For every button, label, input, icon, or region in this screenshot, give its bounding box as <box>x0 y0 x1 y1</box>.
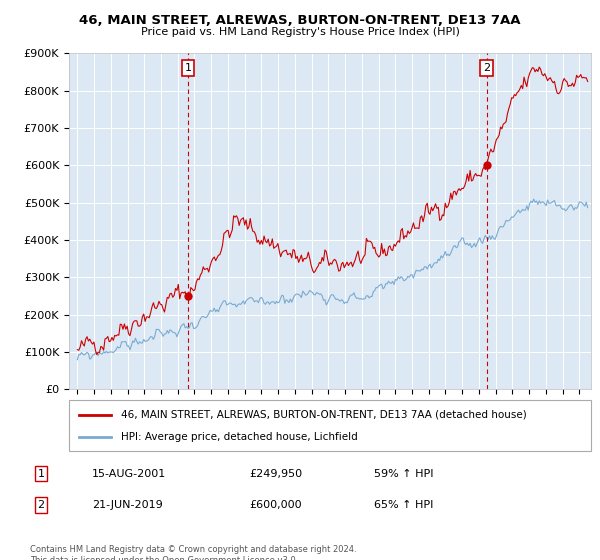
Text: 1: 1 <box>37 469 44 479</box>
Text: £600,000: £600,000 <box>250 500 302 510</box>
FancyBboxPatch shape <box>69 400 591 451</box>
Text: 21-JUN-2019: 21-JUN-2019 <box>92 500 163 510</box>
Text: £249,950: £249,950 <box>250 469 303 479</box>
Text: 15-AUG-2001: 15-AUG-2001 <box>92 469 166 479</box>
Text: 1: 1 <box>185 63 191 73</box>
Text: 59% ↑ HPI: 59% ↑ HPI <box>374 469 433 479</box>
Text: 65% ↑ HPI: 65% ↑ HPI <box>374 500 433 510</box>
Text: HPI: Average price, detached house, Lichfield: HPI: Average price, detached house, Lich… <box>121 432 358 442</box>
Text: 2: 2 <box>37 500 44 510</box>
Text: Price paid vs. HM Land Registry's House Price Index (HPI): Price paid vs. HM Land Registry's House … <box>140 27 460 37</box>
Text: 46, MAIN STREET, ALREWAS, BURTON-ON-TRENT, DE13 7AA (detached house): 46, MAIN STREET, ALREWAS, BURTON-ON-TREN… <box>121 409 527 419</box>
Text: Contains HM Land Registry data © Crown copyright and database right 2024.
This d: Contains HM Land Registry data © Crown c… <box>30 545 356 560</box>
Text: 2: 2 <box>483 63 490 73</box>
Text: 46, MAIN STREET, ALREWAS, BURTON-ON-TRENT, DE13 7AA: 46, MAIN STREET, ALREWAS, BURTON-ON-TREN… <box>79 14 521 27</box>
